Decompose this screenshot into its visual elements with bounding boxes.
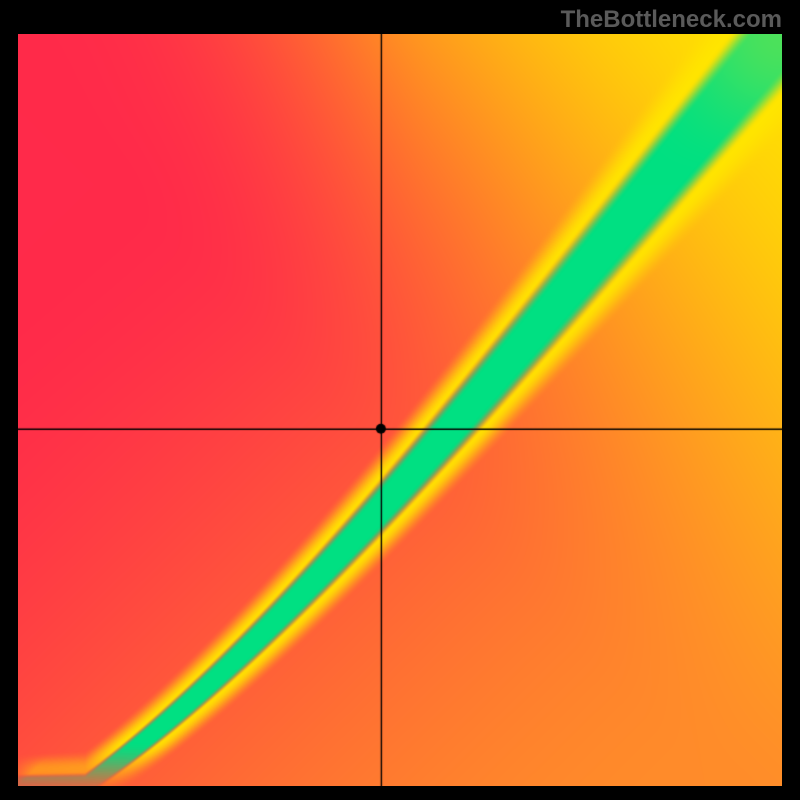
chart-container: TheBottleneck.com <box>0 0 800 800</box>
heatmap-canvas <box>18 34 782 786</box>
watermark-text: TheBottleneck.com <box>561 6 782 34</box>
